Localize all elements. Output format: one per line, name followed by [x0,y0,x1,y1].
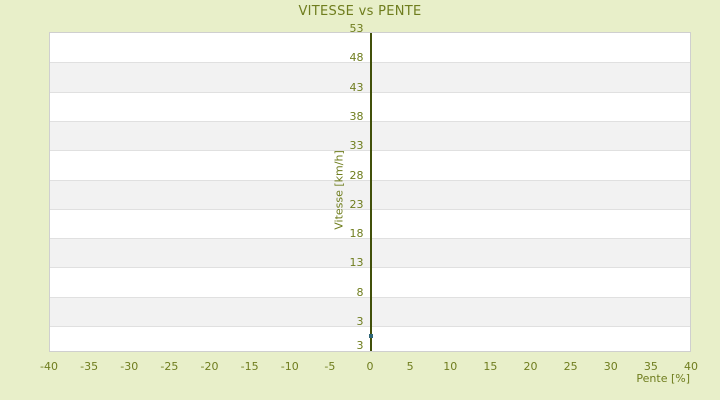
grid-band [50,33,690,63]
horizontal-gridline [50,150,690,152]
grid-band [50,150,690,180]
x-tick-label: 5 [406,360,414,373]
horizontal-gridline [50,208,690,210]
x-tick-label: -25 [160,360,179,373]
grid-band [50,91,690,121]
horizontal-gridline [50,296,690,298]
grid-band [50,208,690,239]
x-tick-label: 30 [603,360,618,373]
horizontal-gridline [50,238,690,240]
x-tick-label: 10 [443,360,458,373]
horizontal-gridline [50,120,690,122]
horizontal-gridline [50,326,690,328]
x-tick-label: 35 [643,360,658,373]
x-tick-label: 0 [366,360,374,373]
horizontal-gridline [50,179,690,181]
y-tick-label: 38 [349,109,364,123]
y-tick-label: 33 [349,139,364,153]
plot-area [49,32,691,352]
horizontal-gridline [50,91,690,93]
x-tick-label: -20 [200,360,219,373]
grid-band [50,296,690,327]
x-tick-label: 15 [483,360,498,373]
chart-title: VITESSE vs PENTE [298,4,422,19]
y-tick-label: 13 [349,256,364,270]
y-tick-label: 3 [356,315,364,329]
horizontal-gridline [50,267,690,269]
grid-band [50,62,690,92]
x-tick-label: -30 [120,360,139,373]
x-tick-label: -40 [40,360,58,373]
y-axis-zero-line [370,33,372,351]
y-tick-label: 18 [349,227,364,241]
grid-band [50,326,690,351]
horizontal-gridline [50,62,690,64]
x-tick-label: -35 [80,360,99,373]
grid-band [50,179,690,209]
y-tick-label: 23 [349,197,364,211]
y-tick-label: 43 [349,80,364,94]
x-tick-label: -5 [324,360,336,373]
grid-band [50,238,690,268]
x-tick-label: 20 [523,360,538,373]
x-tick-label: -10 [280,360,299,373]
y-tick-label: 53 [349,22,364,35]
y-tick-label: 8 [356,285,364,299]
x-tick-label: 25 [563,360,578,373]
y-tick-label: 28 [349,168,364,182]
x-axis-title: Pente [%] [636,372,690,385]
data-point-marker [369,334,373,338]
grid-band [50,267,690,297]
x-tick-label: -15 [240,360,259,373]
x-tick-label: 40 [684,360,698,373]
y-tick-label: 48 [349,51,364,65]
grid-band [50,120,690,151]
y-axis-bottom-tick-label: 3 [356,339,364,352]
y-axis-title: Vitesse [km/h] [332,150,346,230]
